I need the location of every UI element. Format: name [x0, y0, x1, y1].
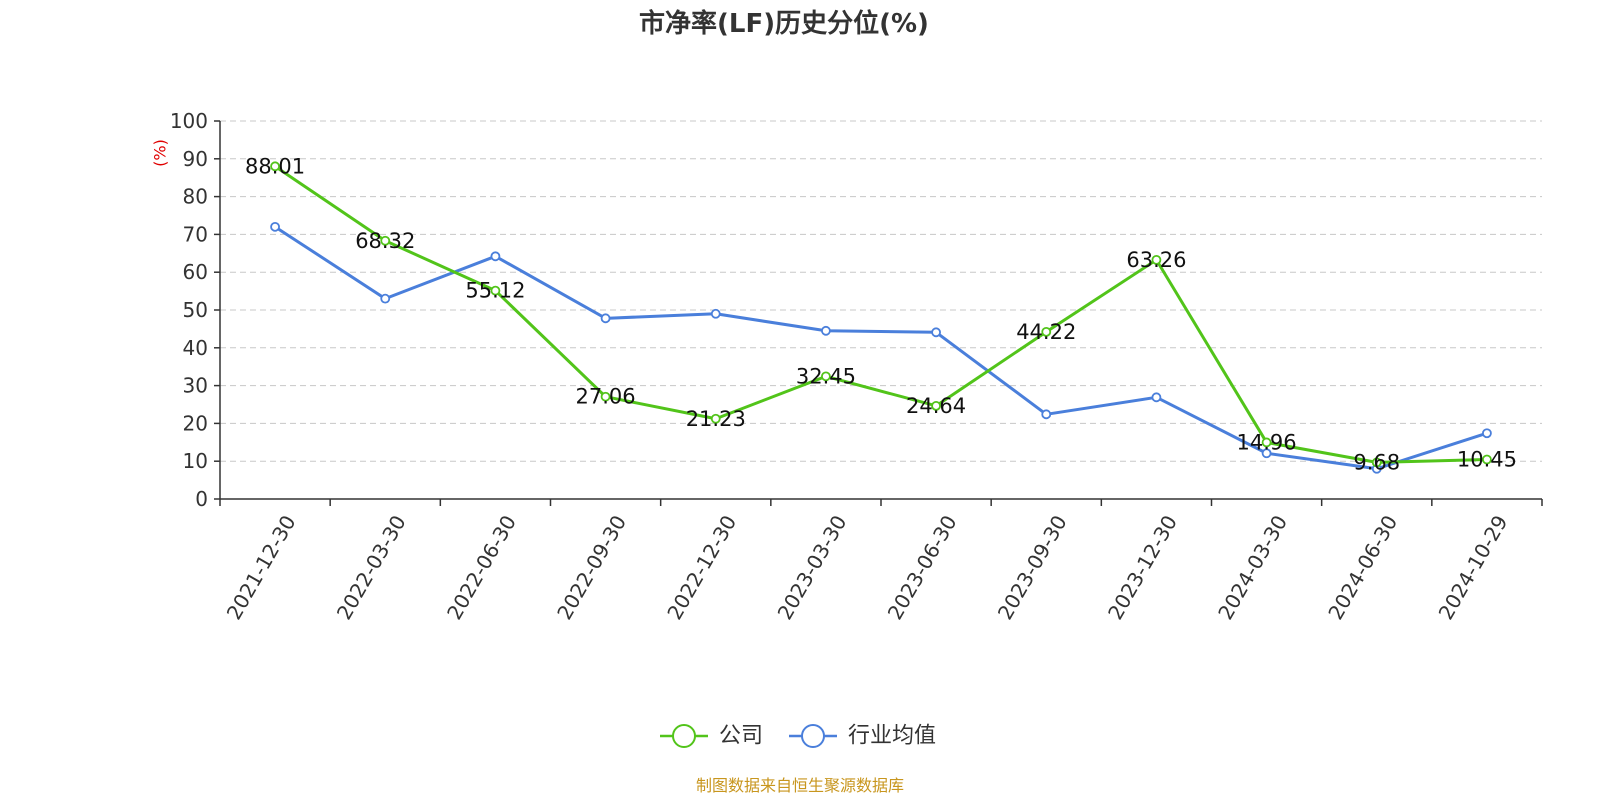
y-tick-label: 80: [183, 185, 208, 209]
data-point: [490, 251, 501, 262]
y-axis-label: (%): [151, 139, 170, 167]
legend-label: 公司: [719, 724, 763, 749]
y-tick-label: 10: [183, 449, 208, 473]
data-label: 24.64: [906, 394, 966, 418]
data-point: [931, 400, 941, 411]
data-point: [1041, 409, 1052, 420]
y-tick-label: 20: [183, 411, 208, 435]
y-tick-label: 40: [183, 336, 208, 360]
data-point: [1261, 448, 1272, 459]
data-label: 9.68: [1353, 450, 1400, 474]
data-label: 32.45: [796, 364, 856, 388]
series-line-0: [274, 165, 1487, 464]
x-tick-label: 2024-06-30: [1323, 511, 1402, 624]
x-tick-label: 2021-12-30: [222, 511, 301, 624]
x-tick-label: 2022-03-30: [332, 511, 411, 624]
legend-item-0: 公司: [660, 724, 763, 749]
data-point: [380, 293, 391, 304]
x-tick-label: 2024-03-30: [1213, 511, 1292, 624]
x-tick-label: 2023-06-30: [883, 511, 962, 624]
data-label: 63.26: [1126, 248, 1186, 272]
y-tick-label: 70: [183, 222, 208, 246]
data-point: [1041, 326, 1052, 337]
data-point: [600, 313, 611, 324]
legend-marker: [672, 724, 696, 748]
data-point: [821, 371, 831, 382]
data-point: [270, 161, 280, 172]
x-tick-label: 2022-06-30: [442, 511, 521, 624]
y-tick-label: 60: [183, 260, 208, 284]
legend: 公司 行业均值: [660, 724, 936, 749]
data-label: 27.06: [576, 385, 636, 409]
grid-lines: [220, 120, 1542, 462]
y-tick-labels: 0 10 20 30 40 50 60 70 80 90 100: [170, 109, 208, 511]
y-tick-label: 50: [183, 298, 208, 322]
data-point: [1151, 254, 1162, 265]
data-label: 14.96: [1237, 430, 1297, 454]
series-line-1: [274, 225, 1488, 471]
legend-item-1: 行业均值: [789, 724, 936, 749]
axes: [214, 120, 1543, 506]
data-point: [1151, 392, 1162, 403]
data-point: [490, 285, 501, 296]
data-label: 88.01: [245, 154, 305, 178]
data-point: [821, 325, 831, 336]
data-point: [600, 391, 611, 402]
data-label: 55.12: [465, 279, 525, 303]
data-point: [710, 413, 721, 424]
data-point: [710, 308, 721, 319]
x-tick-label: 2022-09-30: [552, 511, 631, 624]
y-tick-label: 100: [170, 109, 208, 133]
data-labels: 88.01 68.32 55.12 27.06 21.23 32.45 24.64 44.22…: [245, 154, 1517, 474]
data-label: 10.45: [1457, 447, 1517, 471]
data-point: [1482, 428, 1492, 439]
data-point: [1482, 454, 1492, 465]
data-point: [1261, 437, 1272, 448]
legend-marker: [801, 724, 825, 748]
y-tick-label: 90: [183, 147, 208, 171]
y-tick-label: 30: [183, 374, 208, 398]
y-tick-label: 0: [195, 487, 208, 511]
data-label: 68.32: [355, 229, 415, 253]
data-point: [380, 235, 391, 246]
x-tick-label: 2023-09-30: [993, 511, 1072, 624]
x-tick-label: 2022-12-30: [662, 511, 741, 624]
x-tick-label: 2023-03-30: [773, 511, 852, 624]
data-point: [270, 221, 280, 232]
legend-label: 行业均值: [848, 724, 936, 749]
x-tick-label: 2023-12-30: [1103, 511, 1182, 624]
x-tick-labels: 2021-12-30 2022-03-30 2022-06-30 2022-09-30…: [222, 511, 1513, 624]
data-point: [931, 327, 941, 338]
chart-title: 市净率(LF)历史分位(%): [639, 8, 929, 39]
series-group: [270, 161, 1492, 474]
data-label: 21.23: [686, 407, 746, 431]
source-note: 制图数据来自恒生聚源数据库: [696, 776, 904, 795]
data-point: [1371, 457, 1382, 468]
data-label: 44.22: [1016, 320, 1076, 344]
x-tick-label: 2024-10-29: [1434, 511, 1513, 624]
